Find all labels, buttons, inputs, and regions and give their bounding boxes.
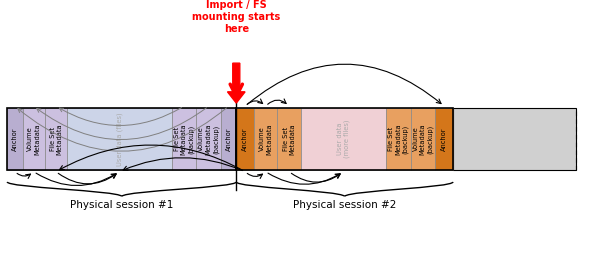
Bar — [411, 108, 435, 170]
Text: Volume
Metadata
(backup): Volume Metadata (backup) — [198, 123, 219, 155]
Bar — [172, 108, 196, 170]
Text: Import / FS
mounting starts
here: Import / FS mounting starts here — [192, 0, 280, 34]
Text: User data (files): User data (files) — [116, 112, 123, 166]
Text: File Set
Metadata: File Set Metadata — [50, 123, 63, 155]
Text: Volume
Metadata
(backup): Volume Metadata (backup) — [413, 123, 433, 155]
Text: Volume
Metadata: Volume Metadata — [27, 123, 40, 155]
Bar — [221, 108, 236, 170]
Bar — [22, 108, 45, 170]
Text: Anchor: Anchor — [225, 127, 232, 151]
Text: Physical session #2: Physical session #2 — [293, 200, 396, 210]
Bar — [301, 108, 386, 170]
Bar — [277, 108, 301, 170]
Text: User data
(more files): User data (more files) — [337, 120, 350, 158]
Bar — [435, 108, 453, 170]
Text: Volume
Metadata: Volume Metadata — [259, 123, 272, 155]
Bar — [7, 108, 236, 170]
Text: Anchor: Anchor — [12, 127, 18, 151]
Text: File Set
Metadata: File Set Metadata — [283, 123, 296, 155]
Bar — [386, 108, 411, 170]
Bar — [236, 108, 453, 170]
Bar — [7, 108, 22, 170]
Text: File Set
Metadata
(backup): File Set Metadata (backup) — [388, 123, 409, 155]
Bar — [453, 108, 576, 170]
Text: Physical session #1: Physical session #1 — [70, 200, 173, 210]
Bar — [45, 108, 67, 170]
Text: Anchor: Anchor — [441, 127, 447, 151]
Bar — [236, 108, 254, 170]
FancyArrow shape — [228, 63, 245, 103]
Bar — [67, 108, 172, 170]
Text: File Set
Metadata
(backup): File Set Metadata (backup) — [174, 123, 194, 155]
Bar — [196, 108, 221, 170]
Bar — [254, 108, 277, 170]
Text: Anchor: Anchor — [242, 127, 248, 151]
